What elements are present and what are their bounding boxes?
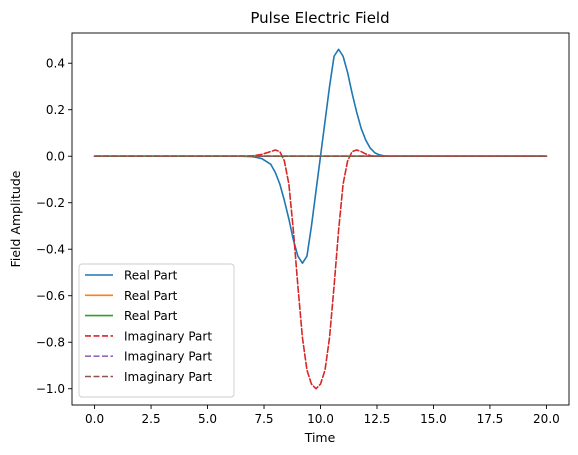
x-tick-label: 5.0: [198, 412, 217, 426]
y-tick-label: 0.2: [46, 103, 65, 117]
legend-box: [78, 263, 235, 398]
y-tick-label: −0.2: [36, 196, 65, 210]
y-tick-label: 0.0: [46, 150, 65, 164]
x-tick-label: 20.0: [533, 412, 560, 426]
y-tick-label: 0.4: [46, 57, 65, 71]
y-axis-label: Field Amplitude: [8, 170, 23, 267]
legend-label: Real Part: [124, 289, 178, 303]
legend: Real Part Real Part Real Part Imaginary Par…: [78, 263, 235, 398]
y-axis-ticks: 0.4 0.2 0.0 −0.2 −0.4 −0.6 −0.8 −1.0: [36, 57, 72, 396]
legend-label: Real Part: [124, 269, 178, 283]
x-tick-label: 17.5: [477, 412, 504, 426]
legend-items: Real Part Real Part Real Part Imaginary Par…: [85, 269, 212, 384]
plot-area: 0.0 2.5 5.0 7.5 10.0 12.5 15.0 17.5 20.0 0.40.20…: [36, 32, 570, 426]
series-layer: [93, 48, 548, 390]
chart-title: Pulse Electric Field: [250, 9, 389, 27]
x-axis-label: Time: [304, 430, 336, 445]
y-tick-label: −0.8: [36, 336, 65, 350]
legend-label: Imaginary Part: [124, 350, 212, 364]
x-tick-label: 15.0: [420, 412, 447, 426]
x-axis-ticks: 0.0 2.5 5.0 7.5 10.0 12.5 15.0 17.5 20.0: [85, 405, 560, 426]
y-tick-label: −0.4: [36, 243, 65, 257]
legend-label: Imaginary Part: [124, 329, 212, 343]
x-tick-label: 2.5: [142, 412, 161, 426]
legend-label: Real Part: [124, 309, 178, 323]
legend-label: Imaginary Part: [124, 370, 212, 384]
x-tick-label: 12.5: [364, 412, 391, 426]
x-tick-label: 7.5: [254, 412, 273, 426]
x-tick-label: 0.0: [85, 412, 104, 426]
series-line-1-real-part: [93, 48, 548, 264]
y-tick-label: −0.6: [36, 289, 65, 303]
x-tick-label: 10.0: [307, 412, 334, 426]
y-tick-label: −1.0: [36, 382, 65, 396]
